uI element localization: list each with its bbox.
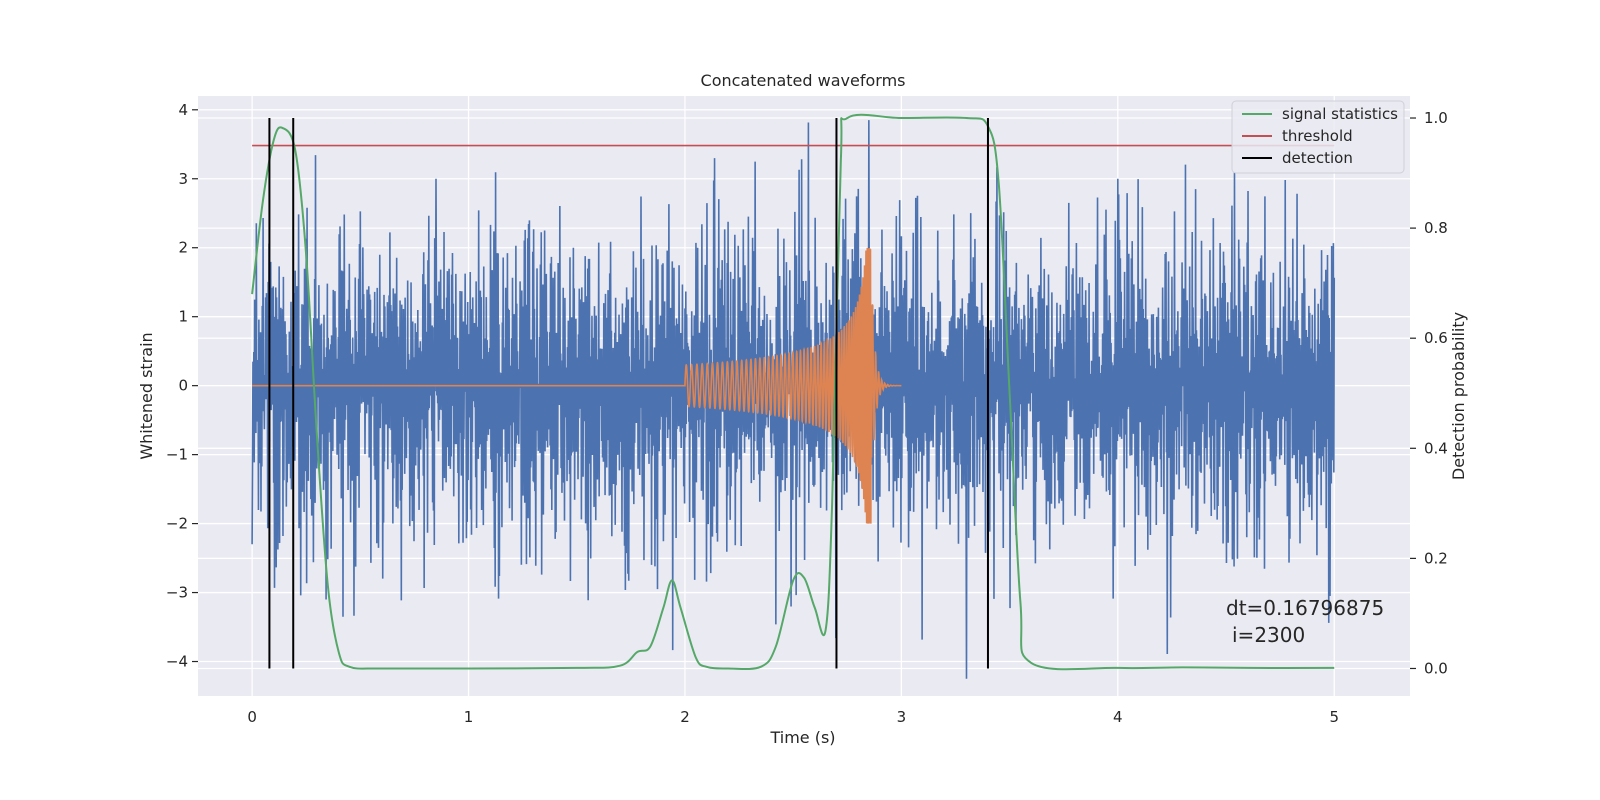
x-tick-label: 1 [464,708,474,726]
x-tick-label: 0 [247,708,257,726]
y-tick-label: 0 [178,377,188,395]
annotation-dt: dt=0.16796875 [1226,596,1384,620]
y2-tick-label: 0.2 [1424,549,1448,567]
signal-statistics-line [251,113,1335,671]
injected-signal-line [252,247,902,524]
x-axis-label: Time (s) [769,728,835,747]
y-tick-label: 3 [178,170,188,188]
y-tick-label: 2 [178,239,188,257]
detection-lines [268,118,989,669]
x-tick-label: 2 [680,708,690,726]
y-tick-label: 1 [178,308,188,326]
y-tick-label: −3 [166,584,188,602]
left-y-axis-label: Whitened strain [137,332,156,459]
y2-tick-label: 1.0 [1424,109,1448,127]
right-y-axis-label: Detection probability [1449,312,1468,480]
legend-label-signal-statistics: signal statistics [1282,105,1398,123]
y-tick-label: −2 [166,515,188,533]
legend-label-threshold: threshold [1282,127,1353,145]
legend-box [1231,100,1405,174]
left-y-axis-ticks: −4 −3 −2 −1 0 1 2 3 4 [166,101,198,671]
x-tick-label: 3 [897,708,907,726]
y2-tick-label: 0.0 [1424,659,1448,677]
y2-tick-label: 0.6 [1424,329,1448,347]
legend-label-detection: detection [1282,149,1353,167]
right-y-axis-ticks: 0.0 0.2 0.4 0.6 0.8 1.0 [1410,109,1448,677]
y2-tick-label: 0.4 [1424,439,1448,457]
chart-title: Concatenated waveforms [701,71,906,90]
x-tick-label: 4 [1113,708,1123,726]
x-axis-ticks: 0 1 2 3 4 5 [247,708,1339,726]
y-tick-label: −4 [166,653,188,671]
y2-tick-label: 0.8 [1424,219,1448,237]
legend: signal statistics threshold detection [1231,100,1405,174]
y-tick-label: −1 [166,446,188,464]
y-tick-label: 4 [178,101,188,119]
annotation-index: i=2300 [1232,623,1305,647]
x-tick-label: 5 [1329,708,1339,726]
